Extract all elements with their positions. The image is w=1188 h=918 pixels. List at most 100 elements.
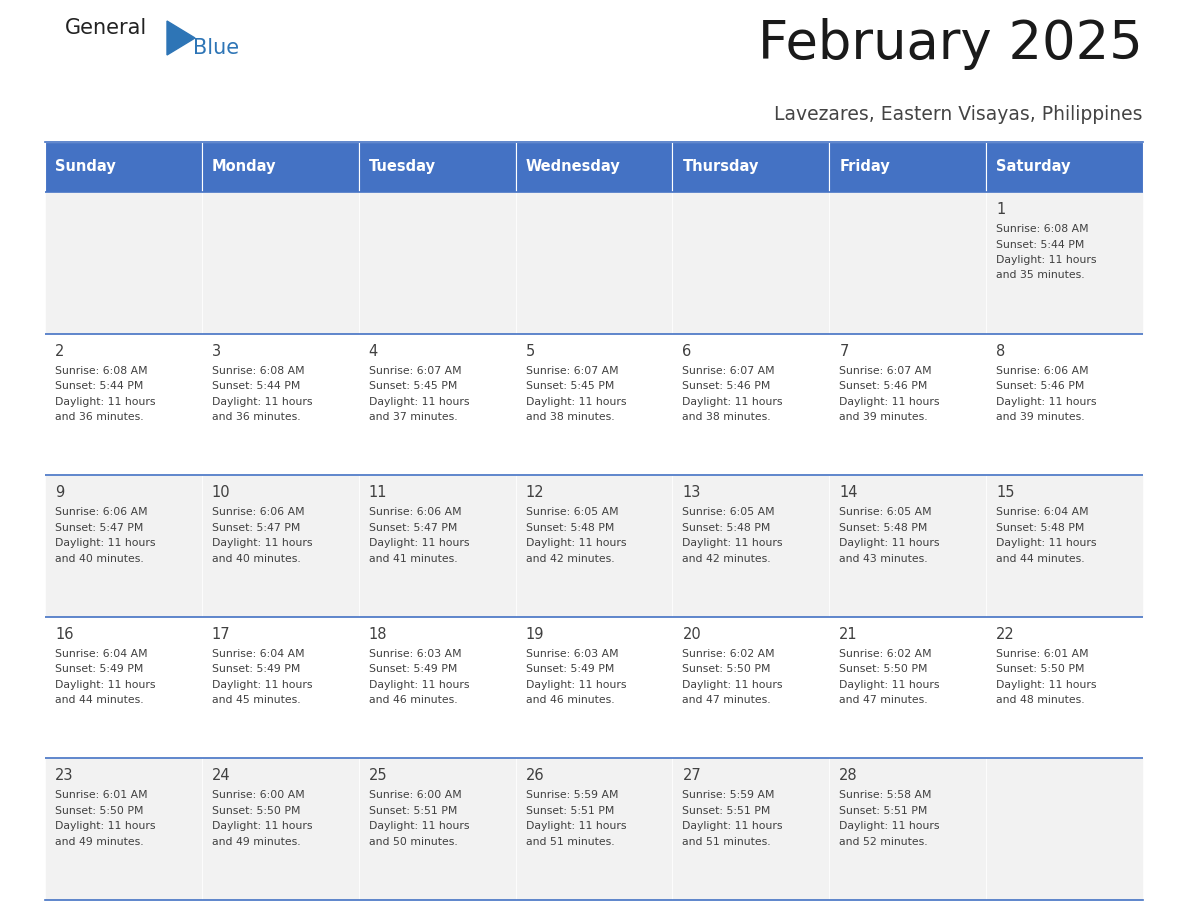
Bar — [672, 142, 829, 192]
Text: Sunset: 5:44 PM: Sunset: 5:44 PM — [55, 381, 144, 391]
Text: Daylight: 11 hours: Daylight: 11 hours — [368, 822, 469, 832]
Text: Daylight: 11 hours: Daylight: 11 hours — [682, 680, 783, 689]
Text: Sunset: 5:49 PM: Sunset: 5:49 PM — [211, 665, 301, 675]
Bar — [516, 192, 672, 333]
Text: and 51 minutes.: and 51 minutes. — [525, 837, 614, 847]
Text: 25: 25 — [368, 768, 387, 783]
Text: Sunset: 5:50 PM: Sunset: 5:50 PM — [997, 665, 1085, 675]
Bar — [45, 333, 202, 476]
Bar — [986, 192, 1143, 333]
Bar — [672, 192, 829, 333]
Text: Sunrise: 6:01 AM: Sunrise: 6:01 AM — [997, 649, 1088, 659]
Text: 24: 24 — [211, 768, 230, 783]
Text: Sunrise: 6:07 AM: Sunrise: 6:07 AM — [682, 365, 775, 375]
Text: Sunset: 5:51 PM: Sunset: 5:51 PM — [682, 806, 771, 816]
Text: and 40 minutes.: and 40 minutes. — [211, 554, 301, 564]
Text: and 41 minutes.: and 41 minutes. — [368, 554, 457, 564]
Bar — [516, 758, 672, 900]
Bar — [45, 192, 202, 333]
Text: and 49 minutes.: and 49 minutes. — [211, 837, 301, 847]
Text: Sunrise: 6:07 AM: Sunrise: 6:07 AM — [368, 365, 461, 375]
Text: Daylight: 11 hours: Daylight: 11 hours — [525, 680, 626, 689]
Text: Sunrise: 6:05 AM: Sunrise: 6:05 AM — [525, 508, 618, 517]
Text: Sunset: 5:50 PM: Sunset: 5:50 PM — [211, 806, 301, 816]
Text: and 47 minutes.: and 47 minutes. — [839, 695, 928, 705]
Text: 15: 15 — [997, 486, 1015, 500]
Text: and 42 minutes.: and 42 minutes. — [682, 554, 771, 564]
Text: and 51 minutes.: and 51 minutes. — [682, 837, 771, 847]
Text: Sunrise: 6:08 AM: Sunrise: 6:08 AM — [997, 224, 1088, 234]
Text: and 40 minutes.: and 40 minutes. — [55, 554, 144, 564]
Text: Sunset: 5:45 PM: Sunset: 5:45 PM — [368, 381, 457, 391]
Text: Sunset: 5:46 PM: Sunset: 5:46 PM — [682, 381, 771, 391]
Bar — [672, 617, 829, 758]
Text: 4: 4 — [368, 343, 378, 359]
Text: Tuesday: Tuesday — [368, 160, 436, 174]
Bar — [45, 617, 202, 758]
Text: Daylight: 11 hours: Daylight: 11 hours — [525, 538, 626, 548]
Text: Sunrise: 6:05 AM: Sunrise: 6:05 AM — [839, 508, 931, 517]
Text: 6: 6 — [682, 343, 691, 359]
Text: Daylight: 11 hours: Daylight: 11 hours — [839, 397, 940, 407]
Text: 1: 1 — [997, 202, 1005, 217]
Text: and 48 minutes.: and 48 minutes. — [997, 695, 1085, 705]
Bar — [45, 758, 202, 900]
Text: 7: 7 — [839, 343, 848, 359]
Bar — [202, 476, 359, 617]
Text: Daylight: 11 hours: Daylight: 11 hours — [368, 397, 469, 407]
Text: 11: 11 — [368, 486, 387, 500]
Text: Sunrise: 6:04 AM: Sunrise: 6:04 AM — [997, 508, 1088, 517]
Text: Sunset: 5:46 PM: Sunset: 5:46 PM — [839, 381, 928, 391]
Text: Sunset: 5:48 PM: Sunset: 5:48 PM — [839, 522, 928, 532]
Text: Sunset: 5:48 PM: Sunset: 5:48 PM — [682, 522, 771, 532]
Text: 9: 9 — [55, 486, 64, 500]
Text: Sunset: 5:47 PM: Sunset: 5:47 PM — [368, 522, 457, 532]
Text: Daylight: 11 hours: Daylight: 11 hours — [368, 538, 469, 548]
Bar — [516, 476, 672, 617]
Bar — [986, 142, 1143, 192]
Bar — [202, 142, 359, 192]
Text: and 38 minutes.: and 38 minutes. — [525, 412, 614, 422]
Text: February 2025: February 2025 — [758, 18, 1143, 70]
Bar — [202, 617, 359, 758]
Text: Sunset: 5:45 PM: Sunset: 5:45 PM — [525, 381, 614, 391]
Text: Sunset: 5:51 PM: Sunset: 5:51 PM — [525, 806, 614, 816]
Text: Daylight: 11 hours: Daylight: 11 hours — [525, 822, 626, 832]
Text: Daylight: 11 hours: Daylight: 11 hours — [211, 822, 312, 832]
Text: and 50 minutes.: and 50 minutes. — [368, 837, 457, 847]
Text: Daylight: 11 hours: Daylight: 11 hours — [525, 397, 626, 407]
Text: Sunrise: 6:08 AM: Sunrise: 6:08 AM — [211, 365, 304, 375]
Text: Sunset: 5:44 PM: Sunset: 5:44 PM — [997, 240, 1085, 250]
Bar — [45, 476, 202, 617]
Text: and 46 minutes.: and 46 minutes. — [368, 695, 457, 705]
Text: and 43 minutes.: and 43 minutes. — [839, 554, 928, 564]
Text: 23: 23 — [55, 768, 74, 783]
Text: and 35 minutes.: and 35 minutes. — [997, 271, 1085, 281]
Text: 10: 10 — [211, 486, 230, 500]
Bar — [986, 476, 1143, 617]
Text: and 38 minutes.: and 38 minutes. — [682, 412, 771, 422]
Text: Sunrise: 6:06 AM: Sunrise: 6:06 AM — [997, 365, 1088, 375]
Text: and 52 minutes.: and 52 minutes. — [839, 837, 928, 847]
Text: Sunrise: 6:06 AM: Sunrise: 6:06 AM — [211, 508, 304, 517]
Text: Daylight: 11 hours: Daylight: 11 hours — [211, 538, 312, 548]
Text: Sunrise: 6:05 AM: Sunrise: 6:05 AM — [682, 508, 775, 517]
Text: Sunset: 5:50 PM: Sunset: 5:50 PM — [55, 806, 144, 816]
Text: Sunrise: 6:00 AM: Sunrise: 6:00 AM — [211, 790, 304, 800]
Text: Sunrise: 6:06 AM: Sunrise: 6:06 AM — [368, 508, 461, 517]
Text: Sunrise: 5:58 AM: Sunrise: 5:58 AM — [839, 790, 931, 800]
Text: and 37 minutes.: and 37 minutes. — [368, 412, 457, 422]
Bar — [202, 192, 359, 333]
Text: Daylight: 11 hours: Daylight: 11 hours — [55, 397, 156, 407]
Text: Sunrise: 6:06 AM: Sunrise: 6:06 AM — [55, 508, 147, 517]
Text: Daylight: 11 hours: Daylight: 11 hours — [997, 538, 1097, 548]
Text: Sunset: 5:50 PM: Sunset: 5:50 PM — [682, 665, 771, 675]
Bar — [516, 617, 672, 758]
Text: Sunrise: 6:03 AM: Sunrise: 6:03 AM — [368, 649, 461, 659]
Text: Daylight: 11 hours: Daylight: 11 hours — [997, 680, 1097, 689]
Text: Monday: Monday — [211, 160, 277, 174]
Text: 16: 16 — [55, 627, 74, 642]
Text: Daylight: 11 hours: Daylight: 11 hours — [55, 822, 156, 832]
Text: Sunset: 5:44 PM: Sunset: 5:44 PM — [211, 381, 301, 391]
Text: Sunset: 5:46 PM: Sunset: 5:46 PM — [997, 381, 1085, 391]
